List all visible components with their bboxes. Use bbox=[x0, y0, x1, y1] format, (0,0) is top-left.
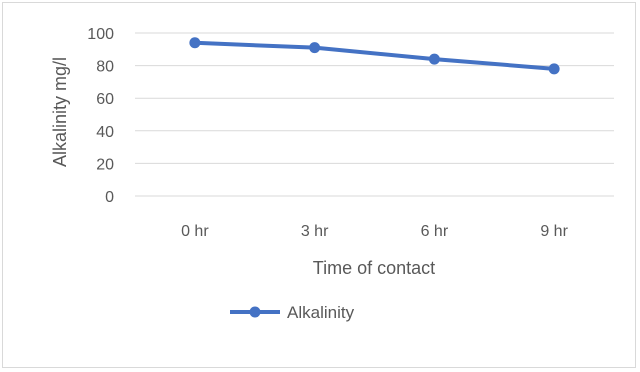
data-point bbox=[548, 63, 560, 75]
y-tick-label: 40 bbox=[96, 124, 114, 141]
legend: Alkalinity bbox=[230, 303, 355, 322]
y-tick-labels: 0 20 40 60 80 100 bbox=[87, 26, 114, 206]
y-tick-label: 100 bbox=[87, 26, 114, 43]
y-tick-label: 0 bbox=[105, 189, 114, 206]
x-tick-label: 3 hr bbox=[301, 223, 329, 240]
x-tick-label: 9 hr bbox=[540, 223, 568, 240]
series-line bbox=[192, 40, 557, 71]
data-point bbox=[189, 37, 201, 49]
x-tick-label: 6 hr bbox=[421, 223, 449, 240]
legend-series-label: Alkalinity bbox=[287, 303, 355, 322]
legend-series-marker bbox=[249, 306, 261, 318]
series-layer bbox=[189, 37, 560, 75]
y-tick-label: 20 bbox=[96, 156, 114, 173]
data-point bbox=[428, 53, 440, 65]
x-axis-title: Time of contact bbox=[313, 258, 435, 278]
y-axis-title: Alkalinity mg/l bbox=[50, 57, 70, 167]
y-tick-label: 80 bbox=[96, 59, 114, 76]
data-point bbox=[309, 42, 321, 54]
chart-frame bbox=[2, 2, 636, 368]
x-tick-label: 0 hr bbox=[181, 223, 209, 240]
gridlines bbox=[135, 32, 614, 197]
y-tick-label: 60 bbox=[96, 91, 114, 108]
x-tick-labels: 0 hr 3 hr 6 hr 9 hr bbox=[181, 223, 568, 240]
